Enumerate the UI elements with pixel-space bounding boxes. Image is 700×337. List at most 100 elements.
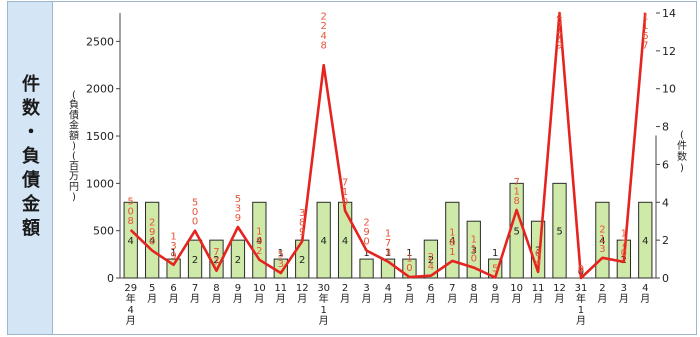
count-bar-label: 1 [492,248,498,259]
y-tick-label-left: 2500 [86,35,114,48]
x-tick-label: 12 月 [553,283,566,305]
sidebar-title: 件数・負債金額 [19,74,40,242]
count-bar [423,239,439,279]
count-bar-label: 2 [192,255,198,266]
x-tick-label: 31 年 1 月 [575,283,588,327]
y-tick-label-left: 2000 [86,83,114,96]
count-bar [445,201,460,279]
x-tick-label: 29 年 4 月 [124,283,137,327]
y-tick-label-right: 8 [662,121,669,134]
x-tick-label: 10 月 [253,283,266,305]
count-bar [187,239,203,279]
x-tick-label: 11 月 [532,283,545,305]
count-bar-label: 2 [213,255,219,266]
count-bar-label: 4 [128,236,134,247]
x-tick-label: 11 月 [274,283,287,305]
x-tick-label: 12 月 [296,283,309,305]
chart-frame: 件数・負債金額 0 500 1000 1500 2000 2500 0 2 4 6 8 10 12 14(… [7,1,697,335]
y-tick-label-left: 500 [93,225,114,238]
count-bar-label: 1 [385,248,391,259]
count-bar-label: 1 [278,248,284,259]
count-bar [466,220,481,279]
count-bar-label: 3 [535,246,541,257]
count-bar-label: 1 [406,248,412,259]
count-bar-label: 4 [149,236,155,247]
y-tick-label-right: 2 [662,234,669,247]
count-bar-label: 4 [449,236,455,247]
y-tick-label-right: 6 [662,158,669,171]
debt-amount-label: 5 [492,264,498,275]
y-tick-label-left: 0 [107,272,114,285]
y-axis-label-right: (件数) [677,130,687,174]
count-bar-label: 1 [170,248,176,259]
sidebar: 件数・負債金額 [8,2,53,334]
debt-amount-line [129,11,647,280]
y-tick-label-left: 1000 [86,177,114,190]
count-bar [316,201,331,279]
count-bar [145,201,160,279]
debt-amount-label: 0 [578,264,584,275]
count-bar-label: 3 [471,246,477,257]
y-tick-label-right: 10 [662,83,676,96]
count-bar [230,239,246,279]
x-tick-label: 10 月 [510,283,523,305]
count-bar [359,258,374,279]
y-tick-label-right: 14 [662,7,676,20]
count-bar [252,201,267,279]
count-bar-label: 2 [299,255,305,266]
y-tick-label-right: 4 [662,196,669,209]
count-bar-label: 4 [642,236,648,247]
y-tick-label-right: 12 [662,45,676,58]
count-bar-label: 5 [556,227,562,238]
count-bar-label: 4 [342,236,348,247]
count-bar-label: 4 [256,236,262,247]
x-tick-label: 30 年 1 月 [317,283,330,327]
y-tick-label-right: 0 [662,272,669,285]
y-axis-label-left: (負債金額) (百万円) [69,90,79,203]
count-bar-label: 4 [599,236,605,247]
count-bar-label: 4 [320,236,326,247]
count-bar [552,182,567,279]
count-bar-label: 5 [513,227,519,238]
count-bar-label: 2 [428,255,434,266]
count-bar-label: 2 [235,255,241,266]
count-bar [123,201,138,279]
y-tick-label-left: 1500 [86,130,114,143]
